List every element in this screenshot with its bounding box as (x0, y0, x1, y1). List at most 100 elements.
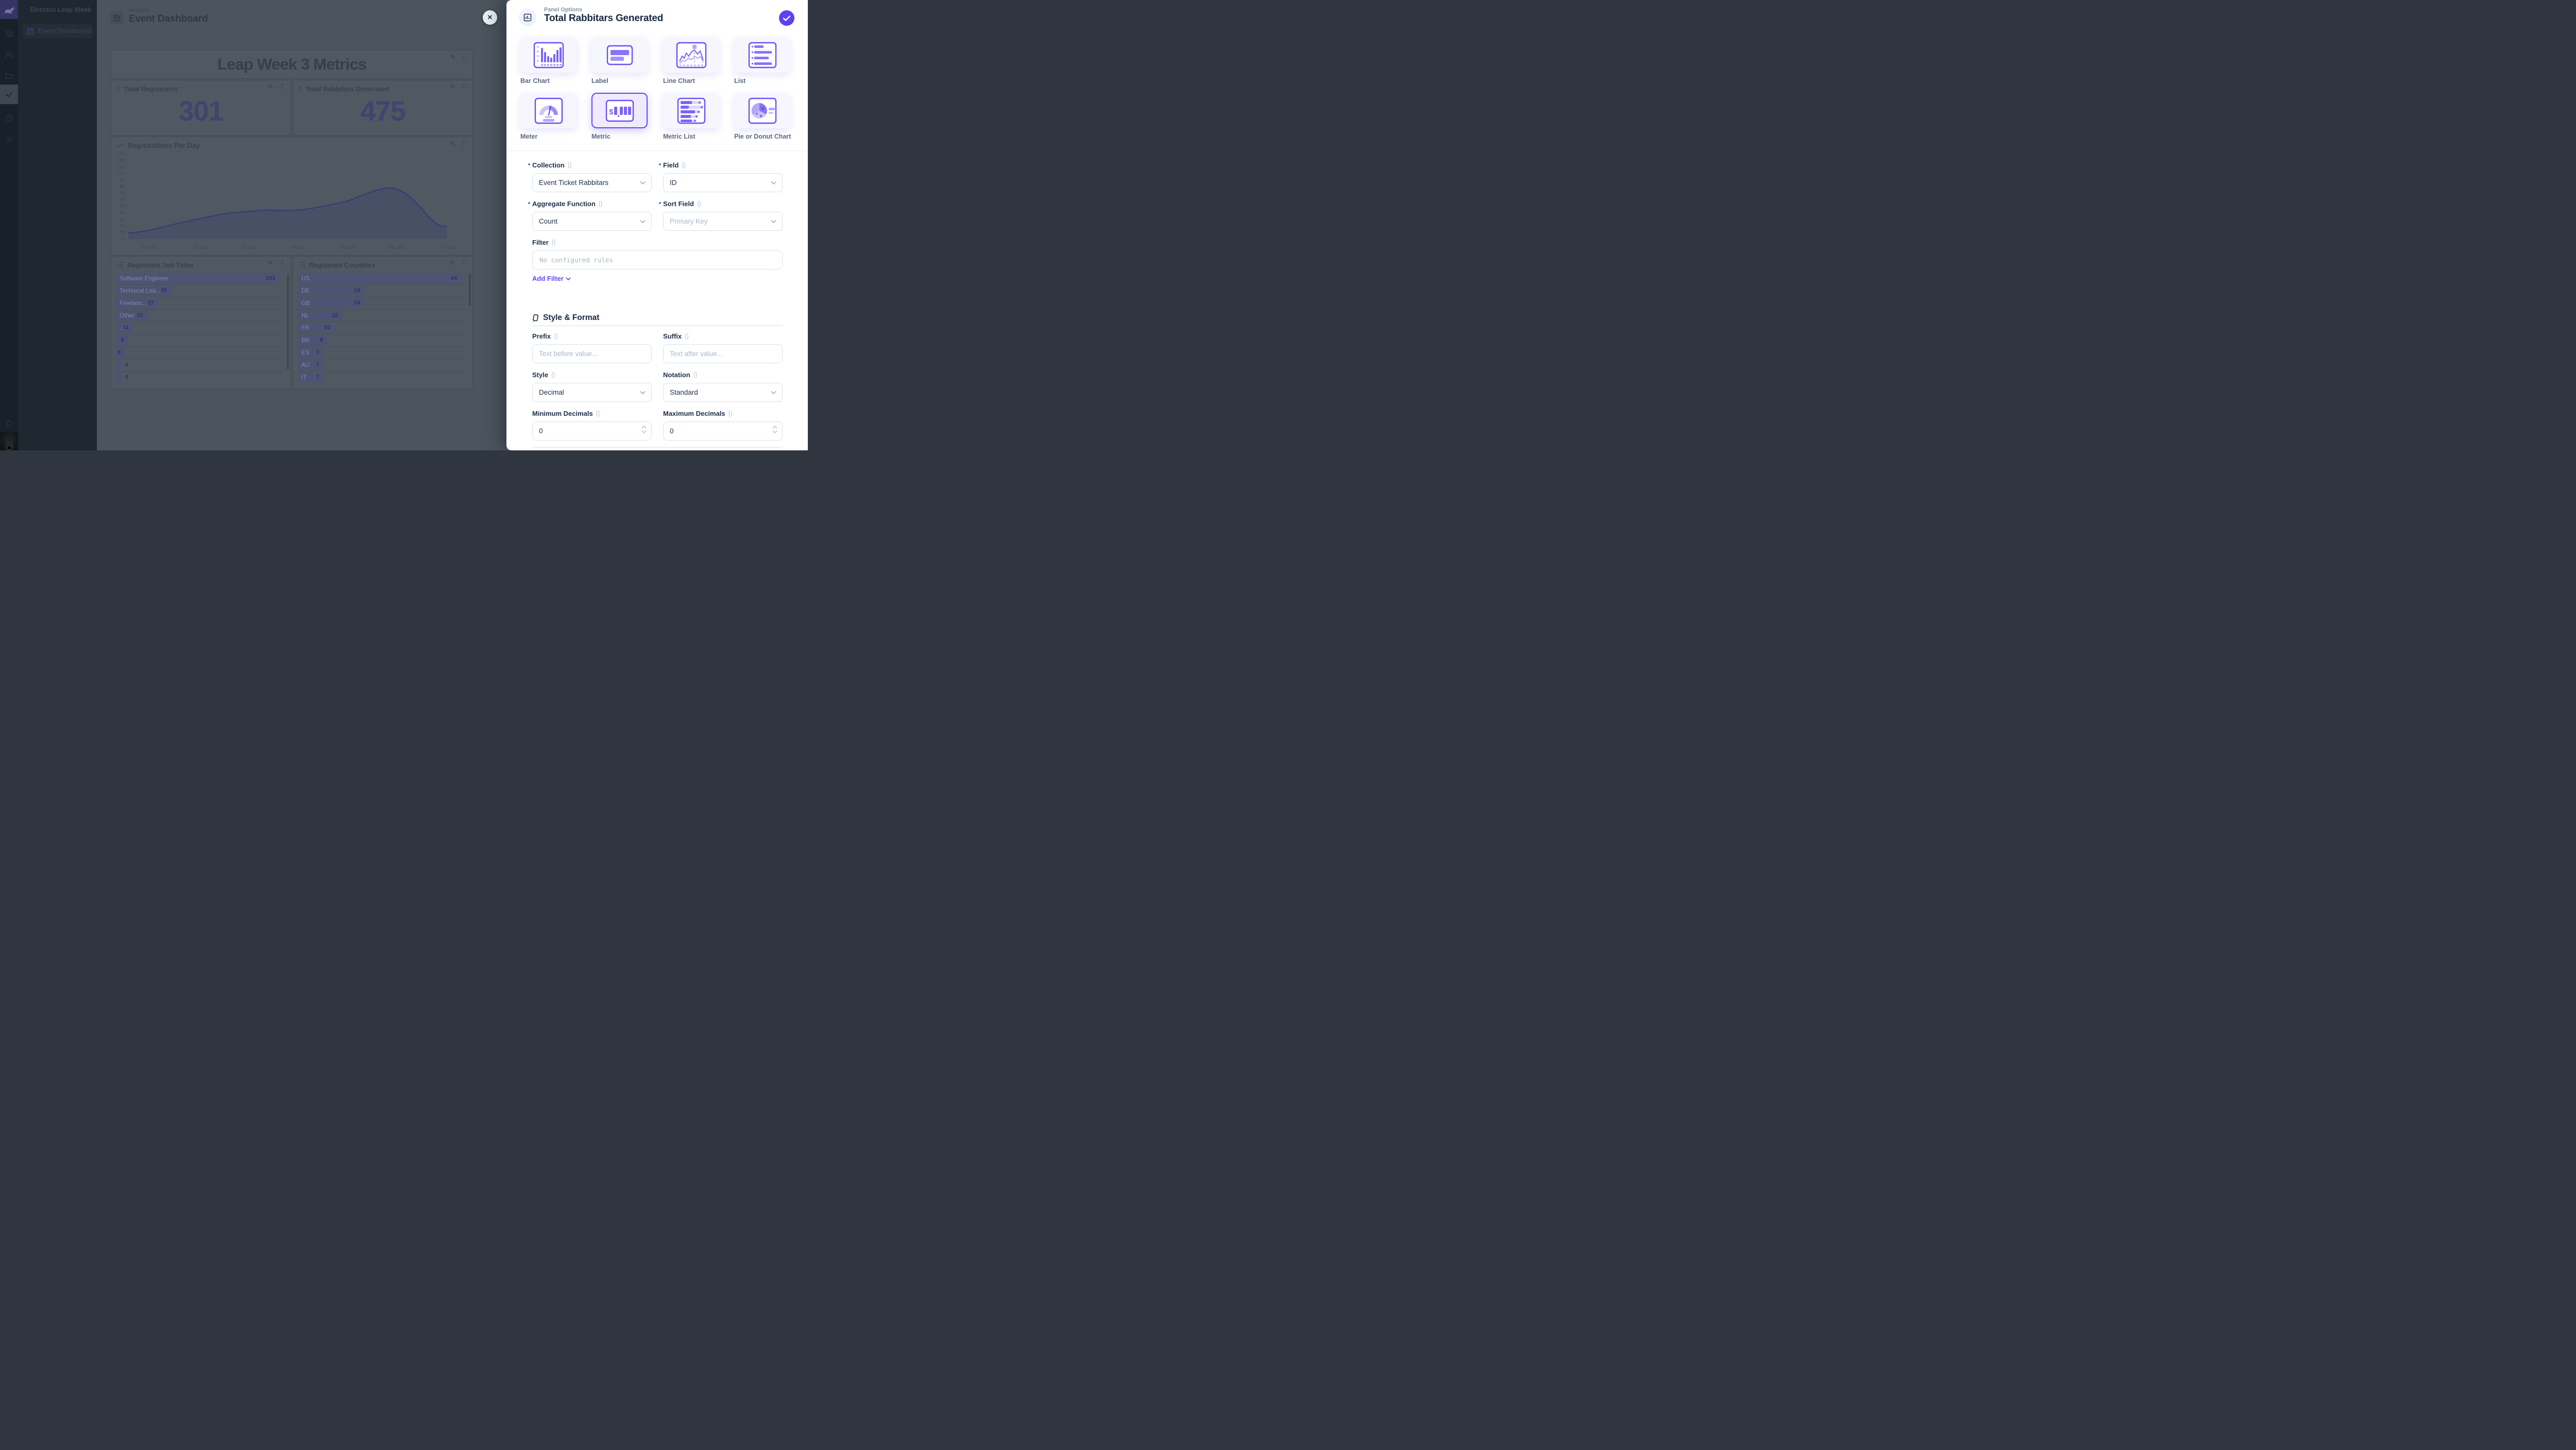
list-item[interactable]: ES 7 (297, 347, 465, 359)
panel-type-pie-donut[interactable] (734, 93, 790, 128)
stepper-up-icon[interactable] (641, 426, 647, 429)
stepper-up-icon[interactable] (772, 426, 777, 429)
sidebar-item-label: Event Dashboard (38, 27, 91, 35)
list-scrollbar[interactable] (469, 274, 471, 306)
list-item[interactable]: Software Engineer 103 (115, 273, 283, 285)
list-item[interactable]: Freelanc... 27 (115, 297, 283, 310)
list-item[interactable]: 4 (115, 372, 283, 384)
list-scrollbar[interactable] (287, 274, 289, 369)
panel-menu-icon[interactable]: ⋮ (461, 83, 467, 91)
close-icon: ✕ (487, 13, 493, 21)
list-item-label: IT (301, 374, 307, 381)
x-axis-tick: Jun '24 (141, 245, 157, 250)
suffix-input[interactable] (670, 350, 776, 358)
panel-chart-registrations[interactable]: Registrations Per Day ✎ ⋮ 0 10 20 30 40 50 60 70… (111, 137, 473, 256)
list-item[interactable]: NL 12 (297, 310, 465, 322)
field-select[interactable]: ID (663, 173, 783, 192)
panel-label-leap-week[interactable]: Leap Week 3 Metrics ✎ ⋮ (111, 50, 473, 79)
gear-icon (5, 136, 13, 143)
close-drawer-button[interactable]: ✕ (483, 10, 497, 25)
save-panel-button[interactable] (779, 10, 794, 26)
panel-metric-total-rabbitars[interactable]: Σ Total Rabbitars Generated ✎ ⋮ 475 (293, 80, 473, 136)
collection-select[interactable]: Event Ticket Rabbitars (532, 173, 652, 192)
panel-menu-icon[interactable]: ⋮ (461, 259, 467, 267)
aggregate-function-select[interactable]: Count (532, 212, 652, 231)
edit-panel-icon[interactable]: ✎ (450, 259, 455, 267)
module-bar (0, 0, 18, 450)
project-header[interactable]: Directus Leap Week (24, 4, 91, 15)
avatar-rabbit-photo (4, 438, 14, 450)
list-item[interactable]: FR 10 (297, 322, 465, 334)
module-content[interactable] (0, 24, 18, 43)
panel-metric-total-registrants[interactable]: Σ Total Registrants ✎ ⋮ 301 (111, 80, 291, 136)
list-item[interactable]: GB 18 (297, 297, 465, 310)
panel-menu-icon[interactable]: ⋮ (461, 53, 467, 61)
drawer-title: Total Rabbitars Generated (544, 13, 664, 24)
maximum-decimals-input[interactable] (670, 427, 776, 435)
list-item[interactable]: 6 (115, 347, 283, 359)
list-item[interactable]: US 44 (297, 273, 465, 285)
number-stepper[interactable] (641, 426, 647, 433)
panel-menu-icon[interactable]: ⋮ (461, 140, 467, 147)
module-user-directory[interactable] (0, 45, 18, 64)
dashboard-icon-button[interactable] (110, 11, 123, 24)
list-item[interactable]: ... 11 (115, 322, 283, 334)
module-files[interactable] (0, 66, 18, 85)
panel-type-list[interactable] (734, 37, 790, 73)
list-item[interactable]: Other 20 (115, 310, 283, 322)
panel-type-metric[interactable]: $ (591, 93, 648, 128)
raw-value-icon: {} (596, 410, 600, 417)
style-select[interactable]: Decimal (532, 383, 652, 402)
panel-type-bar-chart[interactable] (520, 37, 577, 73)
line-chart-icon (116, 143, 124, 148)
sidebar-item-event-dashboard[interactable]: Event Dashboard (23, 24, 93, 38)
panel-type-label[interactable] (591, 37, 648, 73)
list-item-value: 7 (316, 362, 319, 368)
edit-panel-icon[interactable]: ✎ (450, 53, 455, 61)
module-help[interactable] (0, 109, 18, 127)
directus-logo[interactable] (0, 0, 18, 19)
edit-panel-icon[interactable]: ✎ (450, 140, 455, 147)
list-item[interactable]: Technical Lea... 35 (115, 285, 283, 297)
list-item[interactable]: 8 (115, 334, 283, 347)
list-item-value: 20 (137, 312, 143, 318)
edit-panel-icon[interactable]: ✎ (268, 83, 274, 91)
list-item[interactable]: 4 (115, 359, 283, 372)
list-item-label: ES (301, 349, 310, 356)
panel-type-metric-list[interactable] (663, 93, 719, 128)
stepper-down-icon[interactable] (641, 430, 647, 433)
panel-type-meter[interactable] (520, 93, 577, 128)
panel-type-label-text: Line Chart (663, 77, 695, 85)
stepper-down-icon[interactable] (772, 430, 777, 433)
notifications-button[interactable] (0, 415, 18, 433)
list-title: Registrant Job Titles (127, 261, 194, 269)
edit-panel-icon[interactable]: ✎ (268, 259, 274, 267)
list-item[interactable]: IT 7 (297, 372, 465, 384)
prefix-input[interactable] (539, 350, 645, 358)
list-item[interactable]: DE 18 (297, 285, 465, 297)
panel-menu-icon[interactable]: ⋮ (279, 259, 285, 267)
edit-panel-icon[interactable]: ✎ (450, 83, 455, 91)
sort-field-select[interactable]: Primary Key (663, 212, 783, 231)
module-insights[interactable] (0, 85, 18, 104)
y-axis-tick: 0 (122, 237, 125, 242)
panel-type-line-chart[interactable] (663, 37, 719, 73)
list-item[interactable]: AU 7 (297, 359, 465, 372)
panel-menu-icon[interactable]: ⋮ (279, 83, 285, 91)
number-stepper[interactable] (772, 426, 777, 433)
list-item-bar: NL (297, 311, 342, 321)
x-axis-tick: 04 Jun (290, 245, 306, 250)
dashboard-big-title: Leap Week 3 Metrics (217, 55, 367, 73)
chart-y-axis: 0 10 20 30 40 50 60 70 80 90 100 110 120 130 (111, 151, 125, 242)
filter-rules-box[interactable]: No configured rules (532, 250, 783, 269)
module-settings[interactable] (0, 130, 18, 148)
notation-select[interactable]: Standard (663, 383, 783, 402)
minimum-decimals-input[interactable] (539, 427, 645, 435)
list-item-label: Other (120, 312, 134, 319)
user-avatar[interactable] (0, 432, 18, 450)
list-item[interactable]: BR 8 (297, 334, 465, 347)
y-axis-tick: 70 (119, 190, 125, 196)
add-filter-button[interactable]: Add Filter (532, 275, 571, 282)
